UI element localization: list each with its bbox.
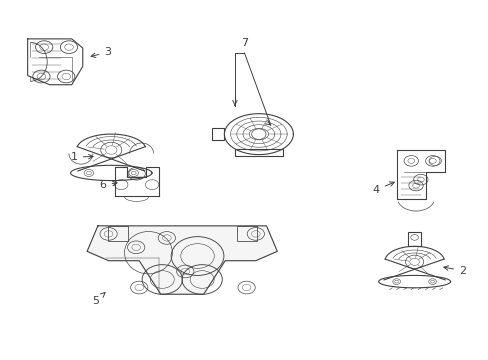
Bar — [407, 231, 421, 246]
Text: 5: 5 — [92, 293, 105, 306]
Text: 6: 6 — [100, 180, 117, 190]
Text: 3: 3 — [91, 47, 111, 58]
Text: 7: 7 — [241, 38, 247, 48]
Bar — [212, 128, 224, 140]
Bar — [234, 149, 282, 156]
Text: 4: 4 — [372, 182, 393, 195]
Text: 2: 2 — [443, 266, 465, 276]
Bar — [108, 226, 127, 240]
Bar — [236, 226, 256, 240]
Text: 1: 1 — [71, 152, 93, 162]
Polygon shape — [87, 226, 277, 294]
